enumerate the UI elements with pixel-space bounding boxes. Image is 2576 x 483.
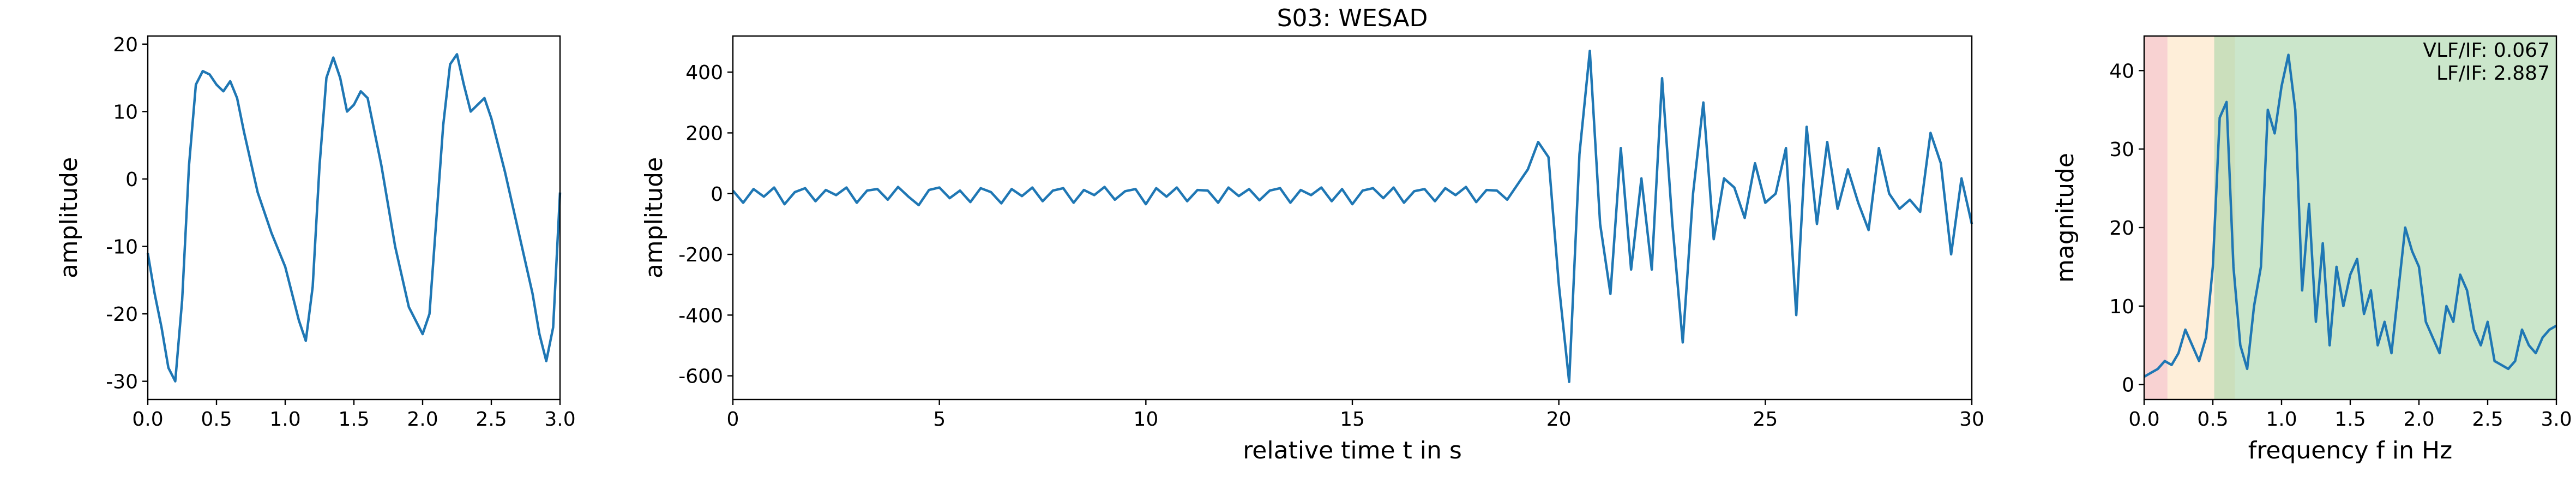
x-tick-label: 0.0	[132, 408, 163, 431]
y-tick-label: -400	[678, 305, 723, 327]
x-tick-label: 15	[1340, 408, 1365, 431]
annotation: VLF/IF: 0.067	[2423, 39, 2550, 62]
axes-frame	[147, 35, 561, 401]
y-tick-label: 20	[113, 34, 138, 56]
x-axis-label: frequency f in Hz	[2248, 437, 2452, 464]
y-tick-label: -200	[678, 244, 723, 266]
x-tick-label: 20	[1546, 408, 1572, 431]
y-tick-label: 10	[2109, 296, 2134, 318]
y-axis-label: amplitude	[55, 157, 83, 278]
x-tick-label: 2.5	[476, 408, 507, 431]
x-tick-label: 25	[1753, 408, 1778, 431]
annotation: LF/IF: 2.887	[2436, 62, 2550, 85]
y-tick-label: 30	[2109, 139, 2134, 161]
data-line	[146, 53, 562, 383]
y-tick-label: 200	[685, 122, 723, 145]
x-tick-label: 1.5	[338, 408, 369, 431]
data-line	[2143, 53, 2557, 378]
x-tick-label: 0.5	[201, 408, 232, 431]
y-tick-label: 0	[125, 169, 138, 191]
x-tick-label: 1.5	[2334, 408, 2366, 431]
y-axis-label: amplitude	[640, 157, 668, 278]
x-tick-label: 0	[727, 408, 739, 431]
x-tick-label: 3.0	[544, 408, 575, 431]
x-axis-label: relative time t in s	[1243, 437, 1462, 464]
y-tick-label: -10	[106, 236, 138, 259]
y-tick-label: 10	[113, 101, 138, 123]
x-tick-label: 3.0	[2541, 408, 2572, 431]
y-tick-label: 20	[2109, 217, 2134, 240]
y-axis-label: magnitude	[2051, 153, 2079, 283]
y-tick-label: 400	[685, 62, 723, 84]
y-tick-label: -30	[106, 371, 138, 393]
data-line	[732, 50, 1973, 383]
y-tick-label: -600	[678, 366, 723, 388]
frequency-band	[2144, 36, 2168, 399]
chart-title: S03: WESAD	[1277, 4, 1428, 32]
y-tick-label: 0	[2122, 374, 2134, 397]
x-tick-label: 5	[933, 408, 946, 431]
x-tick-label: 10	[1133, 408, 1158, 431]
x-tick-label: 2.0	[407, 408, 438, 431]
x-tick-label: 0.5	[2197, 408, 2228, 431]
axes-frame	[732, 35, 1973, 401]
x-tick-label: 1.0	[269, 408, 300, 431]
x-tick-label: 1.0	[2266, 408, 2297, 431]
x-tick-label: 2.5	[2472, 408, 2503, 431]
x-tick-label: 30	[1959, 408, 1984, 431]
y-tick-label: 0	[711, 183, 723, 206]
x-tick-label: 2.0	[2403, 408, 2434, 431]
frequency-band	[2214, 36, 2556, 399]
y-tick-label: 40	[2109, 60, 2134, 82]
y-tick-label: -20	[106, 303, 138, 326]
x-tick-label: 0.0	[2128, 408, 2159, 431]
